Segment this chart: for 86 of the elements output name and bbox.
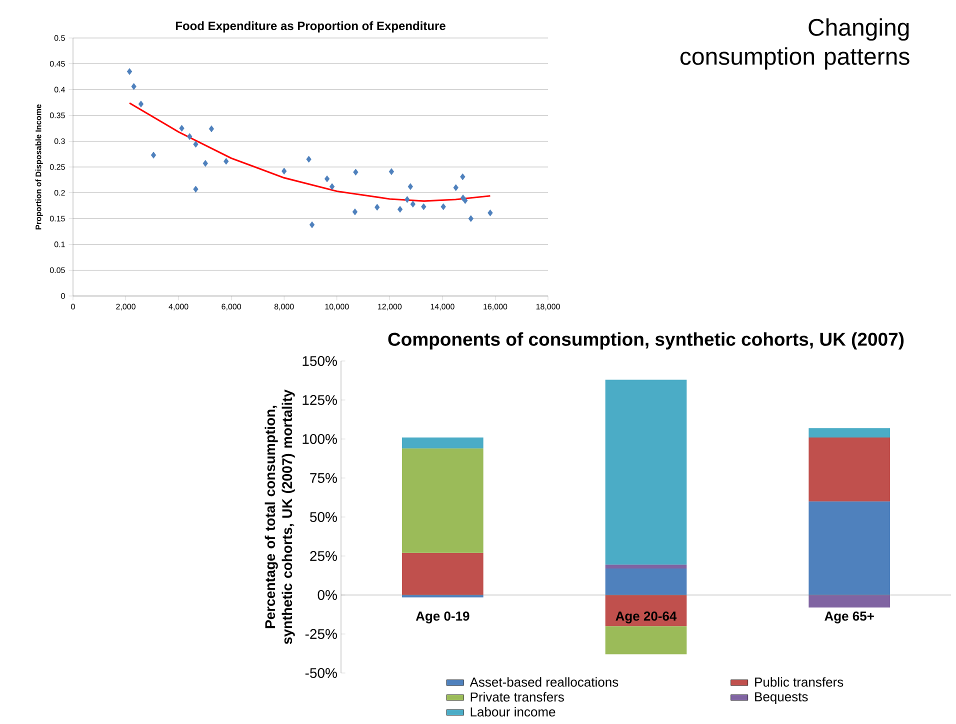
- point: [202, 160, 208, 167]
- bar: [402, 437, 484, 448]
- bar: [402, 448, 484, 553]
- x-tick-label: 2,000: [116, 304, 136, 310]
- line-series: [128, 102, 492, 202]
- y-tick-label: 0.2: [54, 190, 65, 196]
- point: [488, 210, 493, 216]
- point: [282, 168, 287, 175]
- point: [126, 68, 132, 75]
- bar: [605, 380, 687, 565]
- bar: [808, 428, 890, 438]
- point: [397, 206, 403, 213]
- point: [193, 186, 198, 193]
- x-tick-label: 0: [71, 304, 75, 310]
- x-tick-label: 16,000: [484, 304, 508, 310]
- point: [187, 133, 192, 140]
- x-tick-label: 12,000: [378, 304, 402, 310]
- y-tick-label: -50%: [305, 668, 337, 678]
- point: [306, 156, 312, 163]
- point: [309, 221, 315, 228]
- point: [224, 158, 229, 165]
- x-tick-label: 4,000: [168, 304, 188, 310]
- x-tick-label: Age 20-64: [616, 612, 677, 624]
- point: [468, 215, 474, 222]
- x-tick-label: 10,000: [325, 304, 349, 310]
- bar: [402, 552, 484, 595]
- point: [462, 197, 468, 204]
- point: [179, 124, 184, 132]
- y-tick-label: 25%: [310, 551, 337, 561]
- point: [324, 175, 330, 182]
- point: [460, 173, 466, 180]
- point: [404, 196, 410, 203]
- point: [421, 203, 426, 210]
- x-tick-label: Age 0-19: [416, 612, 470, 624]
- point: [150, 152, 156, 159]
- bar: [605, 564, 687, 568]
- y-tick-label: 75%: [310, 473, 337, 483]
- x-tick-label: 18,000: [536, 304, 560, 310]
- y-tick-label: 0%: [318, 590, 337, 600]
- point: [131, 83, 136, 90]
- x-tick-label: 8,000: [274, 304, 294, 310]
- bar: [605, 626, 687, 654]
- y-tick-label: 0.15: [50, 216, 65, 222]
- chart-title: Components of consumption, synthetic cohorts, UK (2007): [388, 332, 904, 350]
- y-tick-label: 50%: [310, 512, 337, 522]
- y-tick-label: 125%: [302, 395, 337, 405]
- bar: [808, 437, 890, 502]
- y-tick-label: -25%: [305, 629, 337, 639]
- y-tick-label: 100%: [302, 434, 337, 444]
- text: Changing consumption patterns: [680, 18, 910, 70]
- point: [138, 100, 144, 108]
- y-tick-label: 0.3: [54, 138, 65, 144]
- y-tick-label: 0.35: [50, 112, 65, 118]
- legend-label: Asset-based reallocations: [470, 677, 618, 687]
- x-tick-label: 6,000: [222, 304, 242, 310]
- legend-label: Private transfers: [470, 692, 564, 702]
- point: [410, 200, 416, 208]
- y-tick-label: 150%: [302, 356, 337, 366]
- x-tick-label: Age 65+: [824, 612, 874, 624]
- point: [329, 183, 335, 190]
- y-tick-label: 0.4: [54, 86, 65, 92]
- point: [408, 183, 414, 190]
- point: [453, 184, 458, 192]
- bar: [605, 568, 687, 595]
- bar: [808, 501, 890, 595]
- bar: [808, 595, 890, 608]
- point: [374, 204, 380, 211]
- y-tick-label: 0.45: [50, 60, 65, 67]
- legend-label: Labour income: [470, 706, 556, 717]
- y-axis-title: Percentage of total consumption, synthetic cohorts, UK (2007) mortality: [264, 390, 295, 644]
- point: [352, 208, 358, 216]
- y-tick-label: 0.25: [50, 164, 65, 170]
- point: [353, 168, 358, 176]
- legend-label: Public transfers: [755, 677, 844, 687]
- y-tick-label: 0: [61, 293, 65, 299]
- y-axis-title: Proportion of Disposable Income: [35, 104, 43, 230]
- legend-label: Bequests: [755, 692, 808, 704]
- y-tick-label: 0.05: [50, 267, 65, 274]
- x-tick-label: 14,000: [430, 304, 454, 310]
- y-tick-label: 0.5: [54, 35, 65, 41]
- y-tick-label: 0.1: [54, 242, 65, 248]
- point: [388, 168, 394, 176]
- point: [193, 140, 198, 148]
- point: [440, 203, 446, 210]
- chart-title: Food Expenditure as Proportion of Expenditure: [176, 21, 446, 32]
- point: [208, 125, 214, 132]
